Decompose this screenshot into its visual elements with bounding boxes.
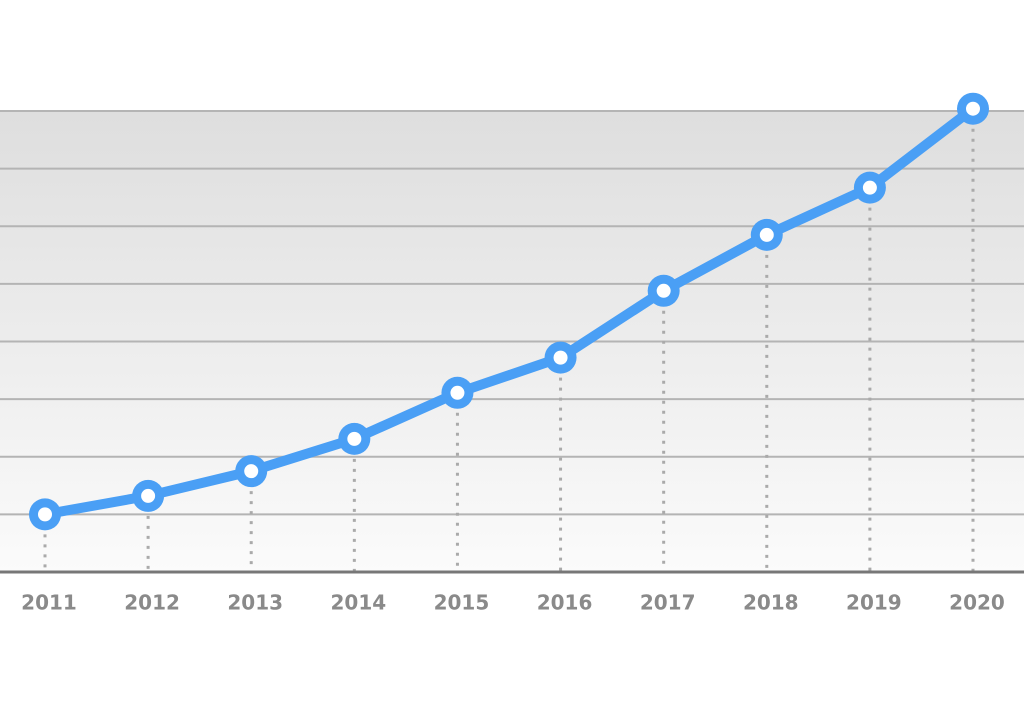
x-tick-label: 2019 [846, 591, 902, 615]
data-point-center [450, 385, 465, 400]
data-point-center [347, 431, 362, 446]
x-tick-label: 2016 [537, 591, 593, 615]
x-tick-label: 2017 [640, 591, 696, 615]
data-point-center [656, 283, 671, 298]
data-point-center [244, 464, 259, 479]
data-point-center [141, 488, 156, 503]
data-point-center [38, 507, 52, 522]
data-point-center [966, 101, 980, 116]
data-point-center [759, 227, 774, 242]
x-tick-label: 2015 [434, 591, 490, 615]
x-tick-label: 2011 [21, 591, 77, 615]
data-line [44, 104, 977, 520]
data-point-center [862, 180, 877, 195]
x-tick-label: 2018 [743, 591, 799, 615]
x-tick-label: 2012 [124, 591, 180, 615]
x-tick-label: 2013 [227, 591, 283, 615]
x-tick-label: 2020 [949, 591, 1005, 615]
data-point-center [553, 350, 568, 365]
x-tick-label: 2014 [330, 591, 386, 615]
